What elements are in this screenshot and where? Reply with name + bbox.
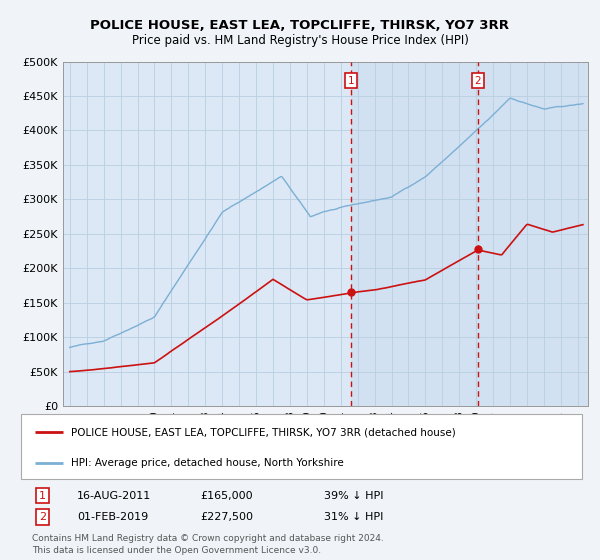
Text: 2: 2 — [475, 76, 481, 86]
Text: 1: 1 — [348, 76, 355, 86]
Text: 16-AUG-2011: 16-AUG-2011 — [77, 491, 151, 501]
Text: 39% ↓ HPI: 39% ↓ HPI — [324, 491, 383, 501]
Text: Contains HM Land Registry data © Crown copyright and database right 2024.
This d: Contains HM Land Registry data © Crown c… — [32, 534, 384, 555]
Text: £227,500: £227,500 — [200, 512, 254, 522]
Text: POLICE HOUSE, EAST LEA, TOPCLIFFE, THIRSK, YO7 3RR (detached house): POLICE HOUSE, EAST LEA, TOPCLIFFE, THIRS… — [71, 427, 456, 437]
Text: HPI: Average price, detached house, North Yorkshire: HPI: Average price, detached house, Nort… — [71, 458, 344, 468]
Bar — [478, 62, 595, 406]
Text: 1: 1 — [39, 491, 46, 501]
Text: £165,000: £165,000 — [200, 491, 253, 501]
Text: 2: 2 — [39, 512, 46, 522]
Text: POLICE HOUSE, EAST LEA, TOPCLIFFE, THIRSK, YO7 3RR: POLICE HOUSE, EAST LEA, TOPCLIFFE, THIRS… — [91, 18, 509, 32]
Text: 31% ↓ HPI: 31% ↓ HPI — [324, 512, 383, 522]
Text: 01-FEB-2019: 01-FEB-2019 — [77, 512, 148, 522]
FancyBboxPatch shape — [21, 414, 582, 479]
Text: Price paid vs. HM Land Registry's House Price Index (HPI): Price paid vs. HM Land Registry's House … — [131, 34, 469, 47]
Bar — [352, 62, 478, 406]
